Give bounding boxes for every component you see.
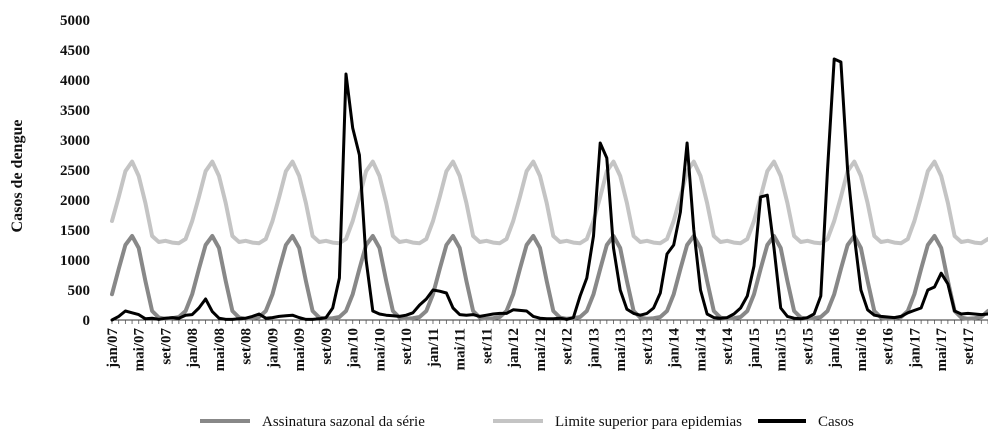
- x-tick-label: jan/16: [827, 328, 843, 370]
- series-line-2: [110, 159, 988, 246]
- x-tick-label: set/15: [800, 328, 816, 365]
- x-tick-label: mai/13: [613, 328, 629, 371]
- x-tick-label: mai/16: [854, 328, 870, 372]
- x-tick-label: jan/12: [506, 328, 522, 369]
- y-axis-label: Casos de dengue: [9, 120, 26, 233]
- y-tick-label: 1000: [60, 253, 90, 269]
- y-tick-label: 2500: [60, 163, 90, 179]
- legend-label: Casos: [818, 414, 854, 430]
- x-axis: jan/07 mai/07 set/07 jan/08 mai/08 set/08 jan/…: [105, 319, 988, 372]
- legend-label: Assinatura sazonal da série: [262, 414, 425, 430]
- x-tick-label: mai/17: [934, 328, 950, 372]
- x-tick-label: mai/11: [453, 328, 469, 371]
- x-tick-label: set/16: [881, 328, 897, 365]
- series-line-1: [110, 234, 988, 321]
- x-tick-label: set/13: [640, 328, 656, 365]
- y-tick-label: 3000: [60, 133, 90, 149]
- x-tick-label: set/17: [961, 328, 977, 365]
- legend-label: Limite superior para epidemias: [555, 414, 742, 430]
- y-tick-label: 5000: [60, 13, 90, 29]
- y-tick-label: 2000: [60, 193, 90, 209]
- y-tick-label: 3500: [60, 103, 90, 119]
- x-tick-label: jan/09: [265, 328, 281, 369]
- y-tick-label: 4000: [60, 73, 90, 89]
- x-tick-label: jan/10: [346, 328, 362, 369]
- x-tick-label: jan/08: [185, 328, 201, 369]
- x-tick-label: jan/14: [667, 328, 683, 370]
- x-tick-label: mai/10: [372, 328, 388, 371]
- x-tick-label: mai/15: [774, 328, 790, 371]
- x-tick-label: set/09: [319, 328, 335, 365]
- x-tick-label: jan/13: [586, 328, 602, 369]
- x-tick-label: set/07: [158, 328, 174, 365]
- x-tick-label: set/12: [560, 328, 576, 365]
- x-tick-label: set/11: [479, 328, 495, 364]
- series-line-3: [110, 57, 988, 322]
- x-tick-label: jan/11: [426, 328, 442, 368]
- x-tick-label: jan/17: [907, 328, 923, 370]
- x-tick-label: set/14: [720, 328, 736, 365]
- y-tick-label: 1500: [60, 223, 90, 239]
- x-tick-label: mai/14: [693, 328, 709, 372]
- x-tick-label: jan/07: [105, 328, 121, 370]
- y-tick-label: 500: [68, 283, 91, 299]
- x-tick-label: mai/07: [132, 328, 148, 372]
- x-tick-label: set/10: [399, 328, 415, 365]
- x-tick-label: mai/08: [212, 328, 228, 371]
- x-tick-label: jan/15: [747, 328, 763, 369]
- y-tick-label: 0: [83, 313, 91, 329]
- x-tick-label: set/08: [239, 328, 255, 365]
- y-tick-label: 4500: [60, 43, 90, 59]
- x-tick-label: mai/09: [292, 328, 308, 371]
- y-axis: 0 500 1000 1500 2000 2500 3000 3500 4000 4500 5000: [60, 13, 90, 329]
- legend: Assinatura sazonal da série Limite superi…: [200, 414, 854, 430]
- x-tick-label: mai/12: [533, 328, 549, 371]
- series-lines: [110, 57, 988, 322]
